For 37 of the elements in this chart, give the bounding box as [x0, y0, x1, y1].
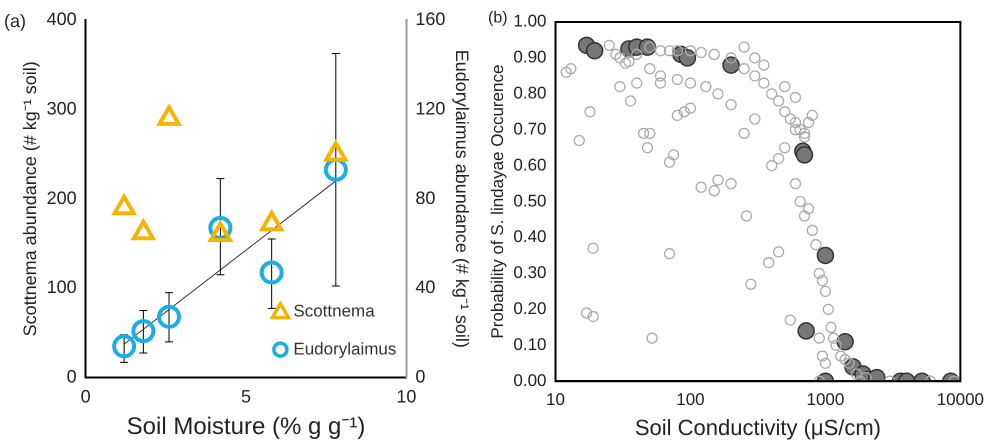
chart-title: (a) [4, 10, 26, 31]
y2-tick-label: 160 [415, 8, 446, 29]
y-tick-label: 0.10 [513, 334, 546, 354]
x-tick-label: 0 [80, 386, 91, 406]
y2-tick-label: 0 [415, 366, 426, 387]
y-axis-title: Probability of S. lindayae Occurence [488, 64, 507, 339]
y-tick-label: 0.50 [513, 191, 546, 210]
x-axis-title: Soil Moisture (% g g⁻¹) [126, 413, 366, 440]
x-tick-label: 1000 [806, 390, 844, 410]
y-tick-label: 0.00 [513, 370, 546, 390]
y-tick-label: 0.60 [513, 155, 546, 174]
legend-label: Eudorylaimus [293, 339, 396, 358]
x-tick-label: 10 [546, 390, 565, 410]
x-tick-label: 5 [240, 386, 252, 406]
y-tick-label: 1.00 [513, 12, 546, 31]
y-tick-label: 400 [46, 8, 77, 29]
x-tick-label: 100 [676, 390, 705, 410]
y-tick-label: 0.20 [513, 299, 546, 318]
y2-tick-label: 120 [415, 98, 446, 118]
y-tick-label: 0 [66, 366, 77, 387]
y-tick-label: 0.90 [513, 48, 546, 67]
y2-tick-label: 40 [415, 277, 436, 298]
y-tick-label: 200 [46, 188, 77, 208]
x-tick-label: 10000 [936, 390, 984, 410]
x-tick-label: 10 [396, 386, 416, 406]
legend-label: Scottnema [293, 301, 376, 320]
y-tick-label: 300 [46, 98, 77, 118]
y-tick-label: 100 [46, 277, 77, 298]
chart-title: (b) [488, 9, 508, 26]
y-tick-label: 0.70 [513, 119, 546, 138]
y2-axis-title: Eudorylaimus abundance (# kg⁻¹ soil) [452, 50, 472, 348]
y-axis-title: Scottnema abundance (# kg⁻¹ soil) [20, 61, 40, 336]
y2-tick-label: 80 [415, 188, 436, 208]
x-axis-title: Soil Conductivity (μS/cm) [634, 414, 882, 440]
y-tick-label: 0.40 [513, 227, 546, 246]
y-tick-label: 0.80 [513, 84, 546, 103]
y-tick-label: 0.30 [513, 263, 546, 282]
